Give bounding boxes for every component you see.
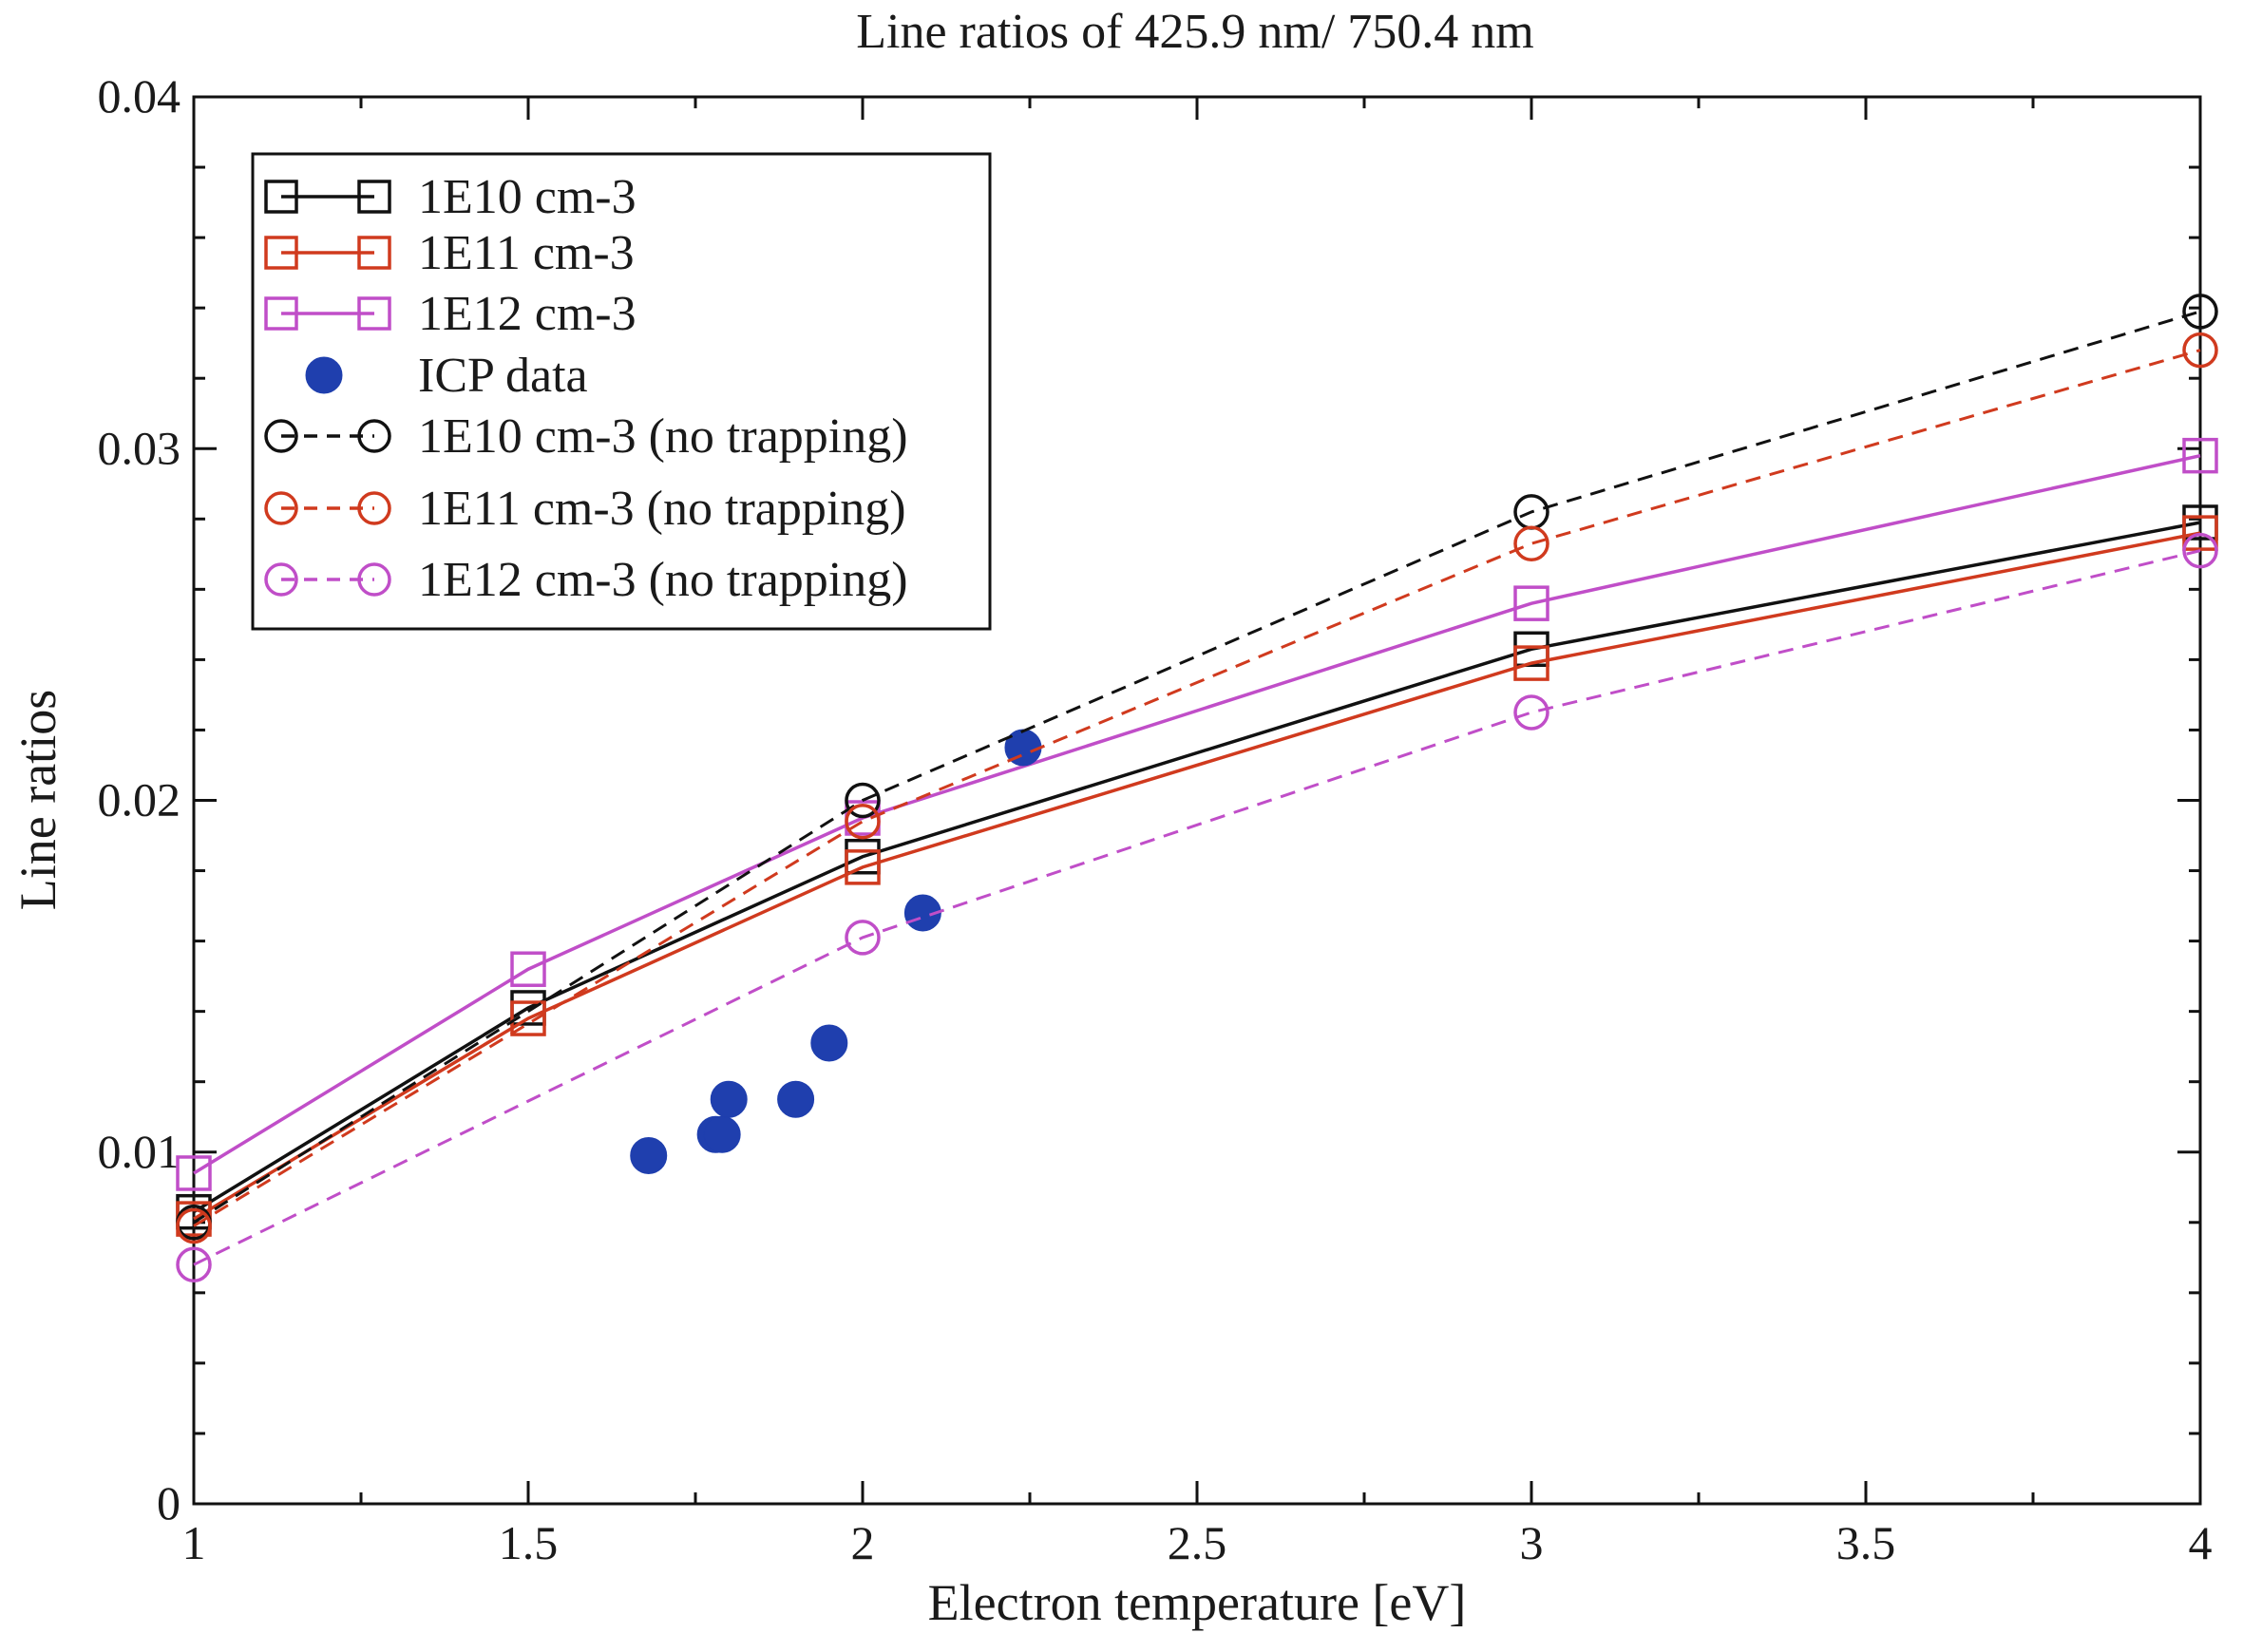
legend-marker (357, 296, 391, 331)
series-line (193, 349, 2201, 1227)
data-point (1513, 585, 1549, 621)
legend-marker (357, 491, 391, 525)
data-point (1513, 525, 1549, 561)
series-line (193, 549, 2201, 1266)
legend-marker (264, 296, 298, 331)
data-point (703, 1115, 741, 1153)
y-tick-label: 0 (157, 1476, 181, 1529)
legend-marker (264, 236, 298, 270)
legend-label: 1E11 cm-3 (no trapping) (418, 482, 906, 536)
legend-item: 1E10 cm-3 (264, 170, 637, 224)
legend-item: 1E11 cm-3 (no trapping) (264, 482, 906, 536)
series-icp-data (630, 729, 1042, 1174)
data-point (903, 894, 941, 932)
data-point (845, 849, 881, 885)
legend-label: 1E12 cm-3 (no trapping) (418, 553, 908, 607)
x-tick-label: 1 (182, 1516, 206, 1569)
legend-marker (264, 491, 298, 525)
y-tick-label: 0.04 (98, 69, 181, 123)
x-tick-label: 2 (851, 1516, 875, 1569)
series-line (193, 521, 2201, 1214)
legend-marker (264, 562, 298, 597)
legend-label: ICP data (418, 349, 588, 403)
legend-label: 1E11 cm-3 (418, 226, 635, 280)
x-axis-label: Electron temperature [eV] (928, 1574, 1467, 1631)
legend-label: 1E10 cm-3 (418, 170, 637, 224)
series-1e12-cm-3-no-trapping (176, 532, 2218, 1282)
legend-item: 1E11 cm-3 (264, 226, 635, 280)
axis-ticks: 1 1.5 2 2.5 3 3.5 4 0 0.01 0.02 0.03 0.04 (98, 69, 2213, 1569)
series-line (193, 531, 2201, 1221)
x-tick-label: 3 (1520, 1516, 1544, 1569)
data-point (777, 1080, 815, 1118)
legend-marker (357, 236, 391, 270)
legend-item: ICP data (305, 349, 588, 403)
data-point (2182, 332, 2218, 369)
x-tick-label: 3.5 (1836, 1516, 1896, 1569)
y-tick-label: 0.03 (98, 421, 181, 474)
legend-marker (357, 562, 391, 597)
chart-title: Line ratios of 425.9 nm/ 750.4 nm (856, 5, 1533, 59)
data-point (510, 1000, 546, 1036)
legend-item: 1E12 cm-3 (264, 287, 637, 341)
data-point (2182, 437, 2218, 474)
y-tick-label: 0.02 (98, 773, 181, 826)
y-tick-label: 0.01 (98, 1125, 181, 1178)
data-point (2182, 515, 2218, 551)
data-point (176, 1155, 212, 1191)
legend-marker (357, 180, 391, 214)
legend-item: 1E12 cm-3 (no trapping) (264, 553, 908, 607)
data-point (845, 782, 881, 819)
legend-marker (305, 356, 343, 394)
legend-label: 1E10 cm-3 (no trapping) (418, 409, 908, 464)
data-point (710, 1080, 748, 1118)
legend-label: 1E12 cm-3 (418, 287, 637, 341)
series-1e11-cm-3-no-trapping (176, 332, 2218, 1244)
data-point (630, 1136, 668, 1174)
series-layer (176, 294, 2218, 1282)
legend-box (251, 152, 992, 631)
data-point (2182, 532, 2218, 569)
legend-marker (264, 419, 298, 453)
data-point (1513, 694, 1549, 731)
data-point (510, 951, 546, 987)
data-point (2182, 294, 2218, 330)
data-point (810, 1024, 848, 1062)
y-axis-label: Line ratios (10, 690, 67, 910)
data-point (176, 1207, 212, 1244)
data-point (176, 1246, 212, 1282)
legend-marker (357, 419, 391, 453)
series-line (193, 310, 2201, 1225)
data-point (1513, 645, 1549, 681)
legend-marker (264, 180, 298, 214)
x-tick-label: 1.5 (499, 1516, 559, 1569)
legend-item: 1E10 cm-3 (no trapping) (264, 409, 908, 464)
x-tick-label: 2.5 (1168, 1516, 1227, 1569)
x-tick-label: 4 (2189, 1516, 2213, 1569)
data-point (845, 920, 881, 956)
series-1e11-cm-3 (176, 515, 2218, 1237)
data-point (845, 803, 881, 840)
